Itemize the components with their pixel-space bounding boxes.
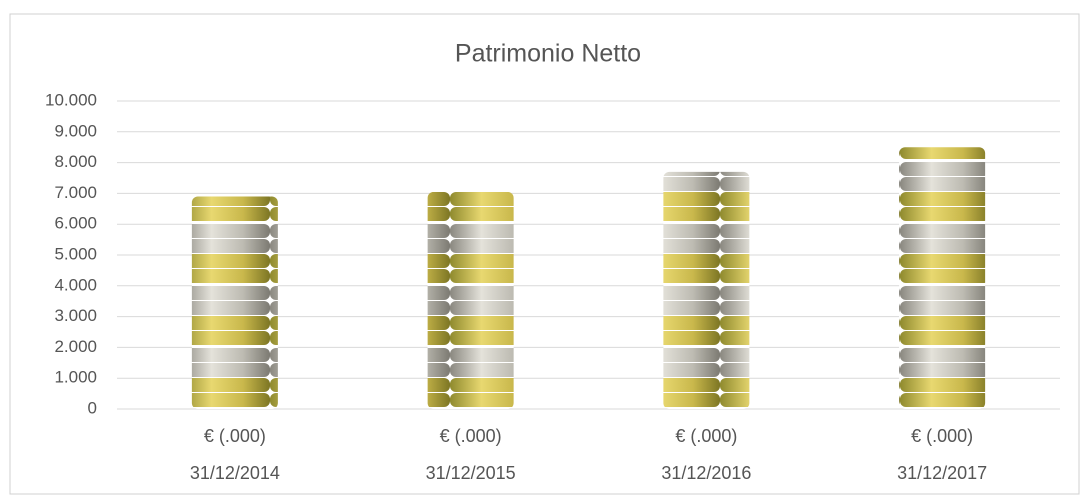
x-tick-label: 31/12/2017 xyxy=(897,463,987,483)
y-tick-label: 0 xyxy=(88,398,97,417)
chart-title: Patrimonio Netto xyxy=(455,40,641,68)
bar xyxy=(191,196,278,409)
series-label: € (.000) xyxy=(204,426,266,446)
y-tick-label: 1.000 xyxy=(54,368,97,387)
y-tick-label: 2.000 xyxy=(54,337,97,356)
series-label: € (.000) xyxy=(911,426,973,446)
series-label: € (.000) xyxy=(675,426,737,446)
y-tick-label: 7.000 xyxy=(54,183,97,202)
y-tick-label: 9.000 xyxy=(54,121,97,140)
y-tick-label: 4.000 xyxy=(54,275,97,294)
series-label: € (.000) xyxy=(440,426,502,446)
y-tick-label: 6.000 xyxy=(54,214,97,233)
x-tick-label: 31/12/2014 xyxy=(190,463,280,483)
bar xyxy=(899,147,986,409)
bar xyxy=(427,191,514,409)
x-tick-label: 31/12/2015 xyxy=(426,463,516,483)
x-tick-label: 31/12/2016 xyxy=(661,463,751,483)
y-tick-label: 3.000 xyxy=(54,306,97,325)
y-tick-label: 5.000 xyxy=(54,244,97,263)
y-tick-label: 8.000 xyxy=(54,152,97,171)
y-tick-label: 10.000 xyxy=(45,90,97,109)
bar xyxy=(663,171,750,409)
